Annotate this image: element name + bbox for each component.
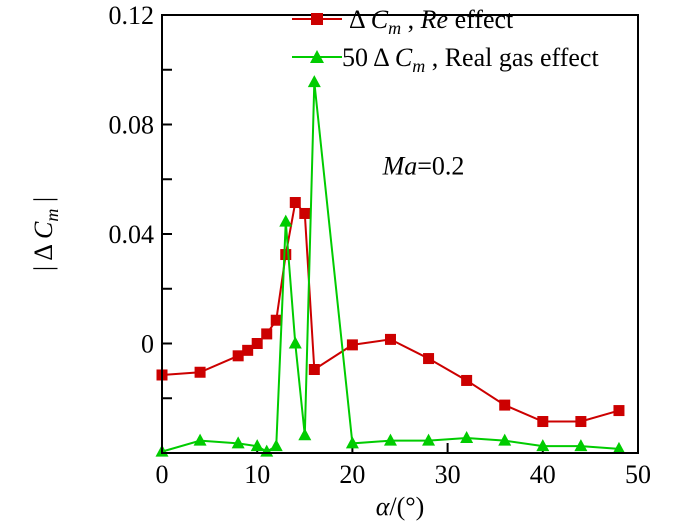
data-point-square (232, 350, 244, 362)
data-point-square (575, 416, 587, 428)
data-point-triangle (250, 439, 264, 452)
series-layer (155, 75, 626, 457)
data-point-triangle (460, 430, 474, 443)
legend-re-italic: Re (420, 5, 448, 34)
x-tick-label: 20 (339, 460, 365, 489)
annotation-var: Ma (382, 152, 418, 181)
data-point-square (261, 328, 273, 340)
y-tick-label: 0 (141, 330, 154, 359)
data-point-square (461, 374, 473, 386)
data-point-triangle (298, 428, 312, 441)
y-axis-label-prefix: | Δ (29, 239, 58, 271)
y-tick-label: 0.12 (109, 1, 155, 30)
y-tick-label: 0.04 (109, 220, 155, 249)
data-point-square (194, 366, 206, 378)
x-tick-label: 50 (625, 460, 651, 489)
legend-re-rest: effect (448, 5, 514, 34)
legend-rg-sep: , (425, 43, 445, 72)
data-point-triangle (193, 433, 207, 446)
data-point-triangle (536, 439, 550, 452)
data-point-triangle (288, 336, 302, 349)
y-axis-label-sub: m (42, 209, 62, 222)
legend-entry-realgas: 50 Δ Cm , Real gas effect (292, 43, 599, 76)
data-point-triangle (498, 433, 512, 446)
series-re-effect (156, 197, 625, 428)
legend-re-sep: , (401, 5, 421, 34)
data-point-square (242, 344, 254, 356)
y-axis-label-suffix: | (29, 197, 58, 209)
y-tick-label: 0.08 (109, 111, 155, 140)
data-point-square (384, 333, 396, 345)
series-real-gas-effect (155, 75, 626, 457)
data-point-triangle (279, 214, 293, 227)
series-line (161, 81, 620, 453)
data-point-square (299, 207, 311, 219)
data-point-square (613, 405, 625, 417)
data-point-triangle (422, 433, 436, 446)
data-point-square (280, 249, 292, 261)
data-point-triangle (612, 441, 626, 454)
x-axis-label-unit: /(°) (389, 492, 424, 521)
legend-rg-rest: Real gas effect (445, 43, 600, 72)
data-point-triangle (574, 439, 588, 452)
legend-re-var: C (371, 5, 389, 34)
data-point-triangle (383, 433, 397, 446)
plot-frame (161, 14, 639, 454)
legend-text-re: Δ Cm , Re effect (349, 5, 514, 38)
data-point-square (537, 416, 549, 428)
legend-rg-sub: m (412, 56, 425, 76)
legend: Δ Cm , Re effect 50 Δ Cm , Real gas effe… (292, 5, 599, 76)
legend-entry-re: Δ Cm , Re effect (292, 5, 514, 38)
data-point-triangle (269, 439, 283, 452)
data-point-triangle (345, 436, 359, 449)
y-axis-label-var: C (29, 221, 58, 239)
annotation-mach: Ma=0.2 (382, 152, 465, 181)
y-axis-label: | Δ Cm | (29, 197, 62, 271)
x-axis-label: α/(°) (376, 492, 425, 521)
data-point-square (251, 338, 263, 349)
x-tick-label: 10 (244, 460, 270, 489)
legend-re-delta: Δ (349, 5, 371, 34)
legend-marker-realgas (310, 50, 324, 63)
data-point-triangle (307, 75, 321, 88)
annotation-value: =0.2 (417, 152, 464, 181)
data-point-square (499, 399, 511, 411)
data-point-square (289, 197, 301, 209)
x-tick-label: 30 (435, 460, 461, 489)
data-point-square (270, 314, 282, 326)
series-line (161, 200, 620, 423)
data-point-triangle (231, 436, 245, 449)
x-tick-label: 40 (530, 460, 556, 489)
x-axis-label-symbol: α (376, 492, 391, 521)
legend-rg-delta: 50 Δ (342, 43, 395, 72)
legend-rg-var: C (395, 43, 413, 72)
legend-re-sub: m (388, 18, 401, 38)
data-point-square (346, 339, 358, 351)
legend-marker-re (311, 13, 323, 25)
tick-labels: 0 10 20 30 40 50 0 0.04 0.08 0.12 (109, 1, 652, 489)
axis-ticks (161, 14, 639, 454)
legend-text-realgas: 50 Δ Cm , Real gas effect (342, 43, 599, 76)
x-tick-label: 0 (156, 460, 169, 489)
data-point-square (308, 364, 320, 376)
data-point-square (423, 353, 435, 365)
